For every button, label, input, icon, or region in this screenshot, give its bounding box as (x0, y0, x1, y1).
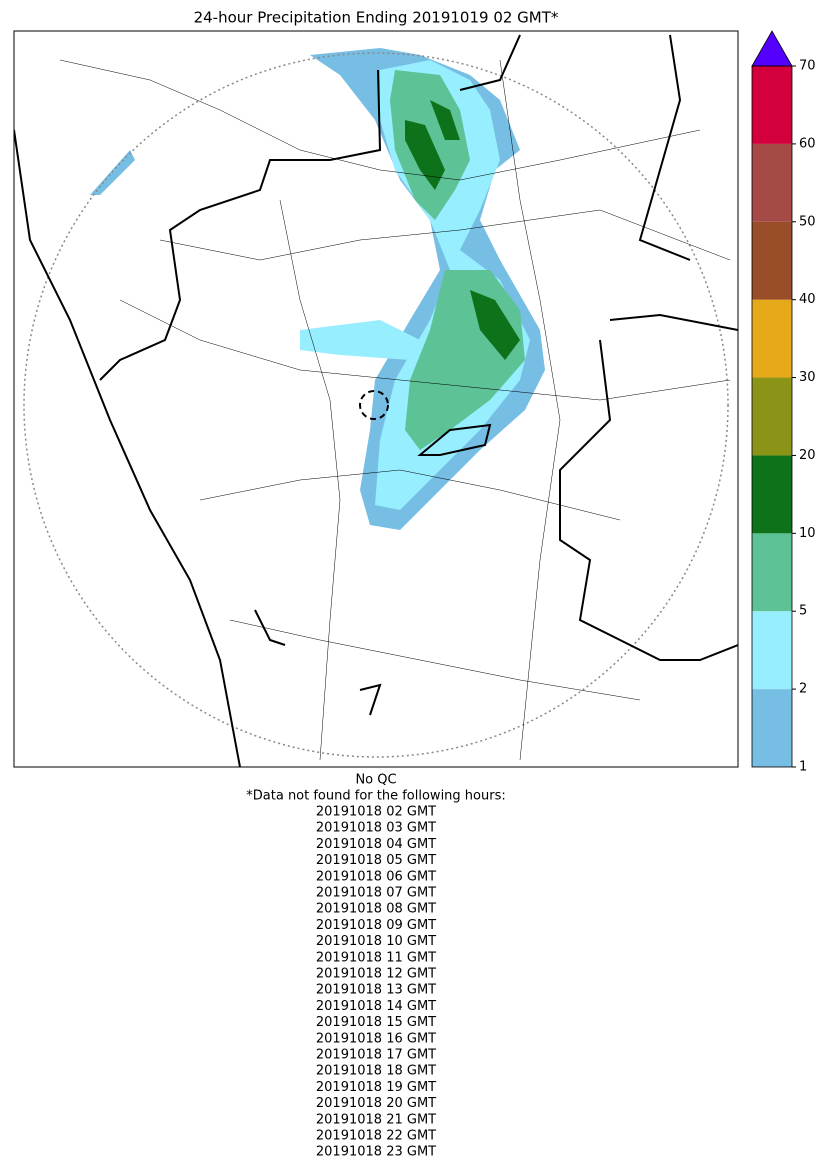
colorbar-tick-label: 5 (799, 604, 807, 619)
missing-hour: 20191018 19 GMT (316, 1080, 436, 1095)
colorbar-tick-label: 20 (799, 448, 816, 463)
missing-hour: 20191018 06 GMT (316, 869, 436, 884)
missing-hour: 20191018 05 GMT (316, 853, 436, 868)
district-borders (59, 59, 731, 761)
colorbar-segment (752, 611, 792, 690)
range-ring (23, 52, 729, 758)
colorbar-tick-label: 60 (799, 136, 816, 151)
map (13, 30, 739, 768)
colorbar-tick-label: 2 (799, 682, 807, 697)
colorbar-segment (752, 377, 792, 456)
missing-hour: 20191018 21 GMT (316, 1112, 436, 1127)
colorbar-segment (752, 299, 792, 378)
state-borders (14, 34, 738, 767)
notes: No QC *Data not found for the following … (246, 773, 505, 1160)
colorbar-tick-label: 10 (799, 526, 816, 541)
colorbar-segment (752, 66, 792, 144)
missing-hour: 20191018 03 GMT (316, 821, 436, 836)
title: 24-hour Precipitation Ending 20191019 02… (194, 9, 559, 27)
missing-hour: 20191018 02 GMT (316, 805, 436, 820)
colorbar-tick-label: 40 (799, 292, 816, 307)
precip-area (90, 150, 135, 195)
missing-hour: 20191018 15 GMT (316, 1015, 436, 1030)
missing-hour: 20191018 17 GMT (316, 1048, 436, 1063)
missing-hour: 20191018 16 GMT (316, 1031, 436, 1046)
colorbar-segment (752, 143, 792, 222)
missing-hour: 20191018 04 GMT (316, 837, 436, 852)
missing-hour: 20191018 11 GMT (316, 950, 436, 965)
missing-hour: 20191018 18 GMT (316, 1064, 436, 1079)
missing-hour: 20191018 10 GMT (316, 934, 436, 949)
missing-hour: 20191018 14 GMT (316, 999, 436, 1014)
colorbar-tick-label: 50 (799, 214, 816, 229)
missing-header: *Data not found for the following hours: (246, 789, 505, 804)
colorbar-tick-label: 70 (799, 59, 816, 74)
colorbar: 1 2 5 10 20 30 40 50 60 70 (751, 30, 816, 775)
colorbar-segment (752, 455, 792, 534)
radar-site (359, 390, 389, 420)
missing-hour: 20191018 23 GMT (316, 1145, 436, 1160)
colorbar-extend (751, 30, 793, 67)
colorbar-segment (752, 221, 792, 300)
precip-area (405, 100, 520, 360)
missing-hour: 20191018 22 GMT (316, 1129, 436, 1144)
colorbar-tick-label: 1 (799, 760, 807, 775)
missing-hour: 20191018 07 GMT (316, 886, 436, 901)
missing-hour: 20191018 09 GMT (316, 918, 436, 933)
missing-hour: 20191018 20 GMT (316, 1096, 436, 1111)
missing-hour: 20191018 08 GMT (316, 902, 436, 917)
colorbar-segment (752, 533, 792, 612)
colorbar-tick-label: 30 (799, 370, 816, 385)
qc-note: No QC (355, 773, 396, 788)
precip-area (300, 320, 420, 360)
colorbar-segment (752, 689, 792, 767)
missing-hour: 20191018 12 GMT (316, 967, 436, 982)
colorbar-frame (751, 65, 793, 768)
missing-hour: 20191018 13 GMT (316, 983, 436, 998)
